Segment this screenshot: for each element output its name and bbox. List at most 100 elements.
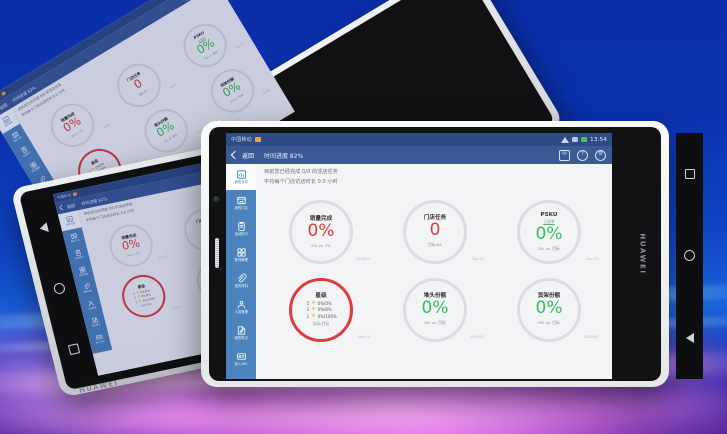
star-icon: ★ [311,299,316,306]
sidebar-item-1[interactable]: 我的门店 [3,124,30,150]
star-level: 1 [306,313,310,319]
sidebar-item-label: 我的笔记 [91,323,101,328]
gauge-ring: 星级 5 ★ 0%/0% 3 ★ 0%/0% 1 ★ 0 [117,270,170,322]
circle-icon[interactable] [52,282,66,296]
triangle-back-icon[interactable] [685,333,694,344]
sidebar-item-0[interactable]: 我的业绩 [57,210,82,232]
phone-front-navbar[interactable] [676,133,703,379]
circle-icon[interactable] [684,250,695,262]
gauge-note: 实际/目标 [312,320,330,326]
gauge-subtitle: 上架率 [543,218,555,224]
sidebar-item-5[interactable]: 人员管理 [79,295,103,316]
sidebar-item-label: 人员管理 [87,306,97,311]
sidebar-item-3[interactable]: 陈列管理 [226,242,256,268]
gauge-cell-1[interactable]: 门店任务 0 目标:85 Sep 15 [378,193,492,271]
gauge-date: 2016/02 [469,334,484,339]
sidebar-item-2[interactable]: 活动执行 [12,139,39,165]
help-icon[interactable]: ? [577,149,588,161]
settings-gear-icon[interactable]: ⚙ [595,149,606,161]
sidebar-item-label: 人员管理 [234,310,248,315]
sidebar-item-4[interactable]: 宣传材料 [75,278,99,299]
sidebar-item-2[interactable]: 活动执行 [66,244,90,265]
sidebar-item-label: 陈列管理 [234,258,248,263]
grid-icon [78,266,87,275]
screen-body: 我的业绩 我的门店 活动执行 陈列管理 宣传材料 [226,164,612,379]
gauge-ring: 销量完成 0% 0% vs. TG [289,199,353,264]
message-icon[interactable]: ✉ [559,149,570,161]
clipboard-icon [236,221,247,232]
square-icon[interactable] [684,168,695,179]
back-label: 返回 [242,152,255,160]
gauge-value: 0% [307,220,335,241]
star-value: 0%/0% [317,307,332,313]
gauge-ring: 货架份额 0% 0% vs. 目标 [517,277,581,342]
triangle-back-icon[interactable] [38,222,49,234]
gauge-cell-5[interactable]: 货架份额 0% 0% vs. 目标 2016/02 [492,271,606,349]
gauge-date: Sep 15 [472,256,484,261]
sidebar-item-label: 我的业绩 [234,180,248,185]
gauge-ring: 门店任务 0 目标:85 [403,199,467,264]
sidebar-item-7[interactable]: 进入360 [226,346,256,372]
sidebar-item-2[interactable]: 活动执行 [226,216,256,242]
gauge-date: 2016/02 [261,88,272,96]
grid-icon [236,247,247,258]
sidebar-item-label: 我的门店 [70,239,80,244]
gauge-ring: 销量完成 0% 0% vs. TG [104,220,158,271]
sidebar-item-1[interactable]: 我的门店 [226,190,256,216]
sidebar-item-label: 我的笔记 [234,336,248,341]
gauge-date: 2016/02 [355,256,370,261]
sidebar-item-0[interactable]: 我的业绩 [0,108,21,135]
gauge-value: 0% [535,298,563,319]
sidebar-item-6[interactable]: 我的笔记 [83,312,107,333]
sidebar-item-7[interactable]: 进入360 [87,328,111,349]
gauge-ring: PSKU 上架率 0% 0% vs. 目标 [517,199,581,264]
star-icon: ★ [137,298,142,304]
clipboard-icon [73,249,82,258]
star-row: 5 ★ 0%/0% [305,299,337,306]
star-icon: ★ [311,312,316,319]
carrier-label: 中国移动 [231,137,252,143]
people-icon [86,299,95,308]
gauge-note: 0% vs. TG [311,242,331,248]
note-edit-icon [236,325,247,336]
brand-logo-front: HUAWEI [638,233,647,275]
gauge-cell-2[interactable]: PSKU 上架率 0% 0% vs. 目标 Sep 15 [492,193,606,271]
gauge-ring: 堆头份额 0% 0% vs. 目标 [403,277,467,342]
status-bar: 中国移动 13:54 [226,133,612,146]
gauge-cell-0[interactable]: 销量完成 0% 0% vs. TG 2016/02 [264,193,378,271]
paperclip-icon [82,282,91,291]
chevron-left-icon [230,150,240,160]
square-icon[interactable] [67,343,81,356]
sidebar-item-6[interactable]: 我的笔记 [226,320,256,346]
sidebar-item-label: 陈列管理 [78,272,88,277]
back-button[interactable]: 返回 [59,202,76,211]
gauge-date: Sep 15 [358,334,370,339]
lead-line-2: 平均每个门店访店时长 0.0 小时 [264,178,338,185]
battery-icon [581,137,588,142]
gauge-note: 0% vs. 目标 [538,320,560,326]
sidebar-item-label: 进入360 [95,340,105,345]
back-label: 返回 [66,203,76,210]
gauge-date: Sep 15 [172,305,181,310]
gauge-note: 0% vs. 目标 [424,320,446,326]
back-button[interactable]: 返回 [230,150,255,160]
sidebar-item-0[interactable]: 我的业绩 [226,164,256,190]
gauge-cell-4[interactable]: 堆头份额 0% 0% vs. 目标 2016/02 [378,271,492,349]
sidebar-item-label: 我的门店 [234,206,248,211]
sidebar-item-1[interactable]: 我的门店 [62,227,86,248]
sidebar-item-4[interactable]: 宣传材料 [226,268,256,294]
sidebar-item-3[interactable]: 陈列管理 [21,154,48,180]
paperclip-icon [236,273,247,284]
gauge-value: 0% [535,223,563,244]
gauge-title: PSKU [540,211,558,218]
bar-chart-icon [65,215,74,224]
star-icon: ★ [311,306,316,313]
gauge-date: Sep 15 [586,256,598,261]
phone-mid-body: 中国移动 13:54 返回 时间进度 82% ✉?⚙ [10,121,386,398]
sidebar-item-3[interactable]: 陈列管理 [71,261,95,282]
gauge-cell-3[interactable]: 星级 5 ★ 0%/0% 3 ★ 0%/0% 1 ★ 0 [264,271,378,349]
gauge-ring: 星级 5 ★ 0%/0% 3 ★ 0%/0% 1 ★ 0 [289,277,353,342]
sidebar-item-5[interactable]: 人员管理 [226,294,256,320]
star-level: 1 [134,300,138,304]
